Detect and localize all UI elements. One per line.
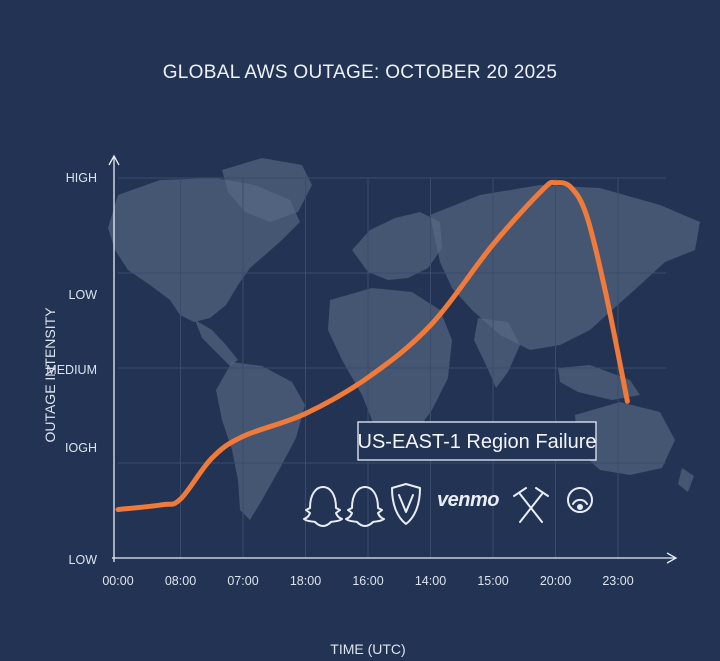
land-europe <box>352 212 442 280</box>
shield-v-icon <box>391 483 421 525</box>
land-australia <box>575 402 675 475</box>
x-axis-arrow <box>666 552 678 564</box>
snapchat-ghost-icon <box>345 486 385 527</box>
land-asia <box>430 185 700 350</box>
land-central-america <box>195 320 238 366</box>
annotation-box <box>357 421 597 461</box>
x-tick-label: 23:00 <box>602 574 633 588</box>
y-tick-label: HIGH <box>66 171 97 185</box>
world-map-background <box>108 158 700 520</box>
signal-ring-outer <box>567 487 593 513</box>
x-tick-labels: 00:00 08:00 07:00 18:00 16:00 14:00 15:00 20:00… <box>102 574 633 588</box>
land-india <box>474 318 520 388</box>
y-axis-arrow <box>108 154 120 166</box>
annotation-text: US-EAST-1 Region Failure <box>358 431 597 453</box>
y-tick-labels: LOW IOGH MEDIUM LOW HIGH <box>46 171 97 567</box>
land-greenland <box>222 158 312 222</box>
series-line <box>115 179 630 513</box>
land-new-zealand <box>678 468 694 492</box>
y-tick-label: LOW <box>69 553 98 567</box>
land-southeast-asia <box>558 365 640 400</box>
venmo-wordmark: venmo <box>437 489 499 511</box>
signal-ring-icon <box>572 498 588 505</box>
series-group <box>115 179 630 513</box>
x-tick-label: 15:00 <box>477 574 508 588</box>
service-icons <box>303 483 593 527</box>
x-tick-label: 14:00 <box>415 574 446 588</box>
y-tick-label: IOGH <box>65 441 97 455</box>
chart-title: GLOBAL AWS OUTAGE: OCTOBER 20 2025 <box>163 62 558 83</box>
y-axis-title: OUTAGE INTENSITY <box>42 307 58 443</box>
y-tick-label: LOW <box>69 288 98 302</box>
x-tick-label: 20:00 <box>540 574 571 588</box>
y-tick-label: MEDIUM <box>46 363 97 377</box>
x-tick-label: 07:00 <box>227 574 258 588</box>
shield-v-mark <box>398 494 414 513</box>
axes <box>108 154 678 564</box>
annotation-callout: US-EAST-1 Region Failure <box>357 421 597 461</box>
x-axis-title: TIME (UTC) <box>330 641 405 657</box>
x-tick-label: 08:00 <box>165 574 196 588</box>
x-tick-label: 00:00 <box>102 574 133 588</box>
land-south-america <box>216 362 305 520</box>
x-tick-label: 16:00 <box>352 574 383 588</box>
crossed-hammers-icon <box>513 487 549 523</box>
snapchat-ghost-icon <box>303 486 343 527</box>
land-africa <box>328 288 452 452</box>
x-tick-label: 18:00 <box>290 574 321 588</box>
signal-ring-dot <box>577 504 583 510</box>
